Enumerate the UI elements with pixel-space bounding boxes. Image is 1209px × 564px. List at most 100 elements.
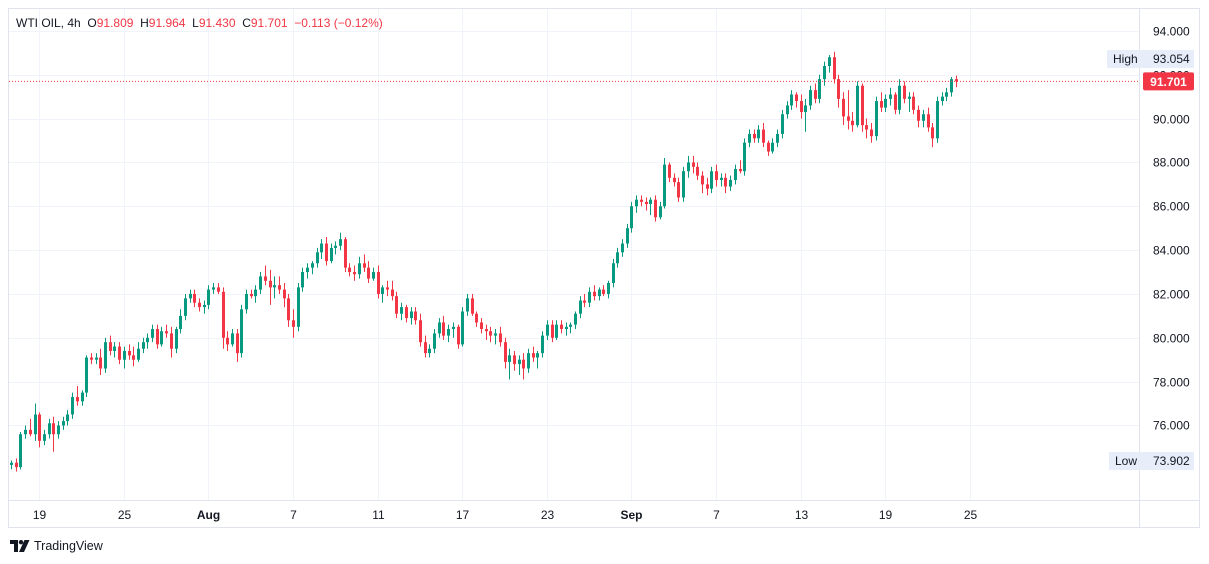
price-tick-label: 80.000 xyxy=(1153,332,1190,346)
candle-body xyxy=(574,313,577,325)
time-tick-label: 17 xyxy=(456,508,470,522)
candle-body xyxy=(414,311,417,321)
price-tick-label: 86.000 xyxy=(1153,200,1190,214)
candle-body xyxy=(668,164,671,178)
candle-body xyxy=(640,199,643,202)
last-price-value: 91.701 xyxy=(1150,75,1187,89)
candle-body xyxy=(15,462,18,468)
candle-body xyxy=(621,243,624,253)
price-tick-label: 76.000 xyxy=(1153,419,1190,433)
candle-body xyxy=(922,114,925,121)
candle-body xyxy=(809,90,812,106)
time-tick-label: 19 xyxy=(879,508,893,522)
candle-body xyxy=(724,177,727,187)
candle-body xyxy=(316,252,319,264)
candle-body xyxy=(461,311,464,345)
candle-body xyxy=(706,184,709,189)
candle-body xyxy=(76,396,79,402)
candle-body xyxy=(207,289,210,305)
candle-body xyxy=(419,320,422,343)
candle-body xyxy=(790,94,793,106)
candle-body xyxy=(236,333,239,354)
candle-body xyxy=(551,324,554,338)
candle-body xyxy=(81,392,84,402)
candle-body xyxy=(212,287,215,290)
candle-body xyxy=(889,94,892,99)
candle-body xyxy=(66,414,69,422)
candle-body xyxy=(118,346,121,360)
candles xyxy=(10,51,958,472)
interval-label[interactable]: 4h xyxy=(67,16,81,30)
candle-body xyxy=(24,429,27,435)
close-value: 91.701 xyxy=(250,16,288,30)
candle-body xyxy=(372,272,375,279)
candle-body xyxy=(226,337,229,345)
candle-body xyxy=(287,298,290,321)
candle-body xyxy=(52,423,55,435)
candle-body xyxy=(673,177,676,183)
candle-body xyxy=(757,129,760,139)
candle-body xyxy=(720,177,723,180)
candle-body xyxy=(283,289,286,299)
time-axis[interactable]: 19 25 Aug 7 11 17 23 Sep 7 13 19 25 xyxy=(33,508,978,522)
open-label: O xyxy=(87,16,97,30)
candle-body xyxy=(677,182,680,198)
candle-body xyxy=(85,357,88,393)
price-tick-label: 94.000 xyxy=(1153,25,1190,39)
candle-body xyxy=(729,179,732,187)
price-tick-label: 84.000 xyxy=(1153,244,1190,258)
high-value: 91.964 xyxy=(148,16,186,30)
symbol-name[interactable]: WTI OIL xyxy=(16,16,61,30)
price-tick-label: 90.000 xyxy=(1153,113,1190,127)
candle-body xyxy=(43,434,46,441)
last-price-badge xyxy=(1143,72,1194,91)
candle-body xyxy=(170,333,173,349)
candle-body xyxy=(917,109,920,121)
price-tick-label: 82.000 xyxy=(1153,288,1190,302)
tradingview-logo-icon xyxy=(10,540,30,552)
candle-body xyxy=(433,333,436,349)
candle-body xyxy=(814,90,817,99)
candle-body xyxy=(710,171,713,189)
candle-body xyxy=(189,293,192,299)
candle-body xyxy=(828,57,831,66)
candle-body xyxy=(466,298,469,312)
candle-body xyxy=(494,333,497,336)
candle-body xyxy=(884,98,887,108)
candle-body xyxy=(875,101,878,137)
candle-body xyxy=(612,263,615,283)
candle-body xyxy=(48,423,51,435)
candle-body xyxy=(781,114,784,134)
candle-body xyxy=(847,116,850,121)
candle-body xyxy=(701,175,704,185)
candle-body xyxy=(659,206,662,218)
candle-body xyxy=(748,133,751,143)
brand-footer[interactable]: TradingView xyxy=(10,539,103,553)
candle-body xyxy=(95,357,98,360)
candle-body xyxy=(391,289,394,297)
time-tick-label: 23 xyxy=(541,508,555,522)
ohlc-legend: WTI OIL, 4h O91.809 H91.964 L91.430 C91.… xyxy=(16,16,383,30)
candle-body xyxy=(569,324,572,327)
low-label: L xyxy=(192,16,199,30)
candle-body xyxy=(475,313,478,323)
candle-body xyxy=(278,285,281,290)
low-marker-bg xyxy=(1109,452,1194,470)
candle-body xyxy=(588,291,591,303)
candle-body xyxy=(19,434,22,468)
candle-body xyxy=(786,105,789,115)
price-tick-label: 78.000 xyxy=(1153,376,1190,390)
candle-body xyxy=(306,267,309,273)
candle-body xyxy=(480,322,483,330)
candle-body xyxy=(616,252,619,264)
candle-body xyxy=(10,462,13,465)
candle-body xyxy=(898,85,901,110)
candle-body xyxy=(532,353,535,358)
candle-body xyxy=(311,263,314,268)
candle-body xyxy=(635,199,638,207)
candle-body xyxy=(950,79,953,93)
low-value: 91.430 xyxy=(198,16,236,30)
candle-body xyxy=(927,114,930,128)
time-tick-label: Aug xyxy=(197,508,220,522)
